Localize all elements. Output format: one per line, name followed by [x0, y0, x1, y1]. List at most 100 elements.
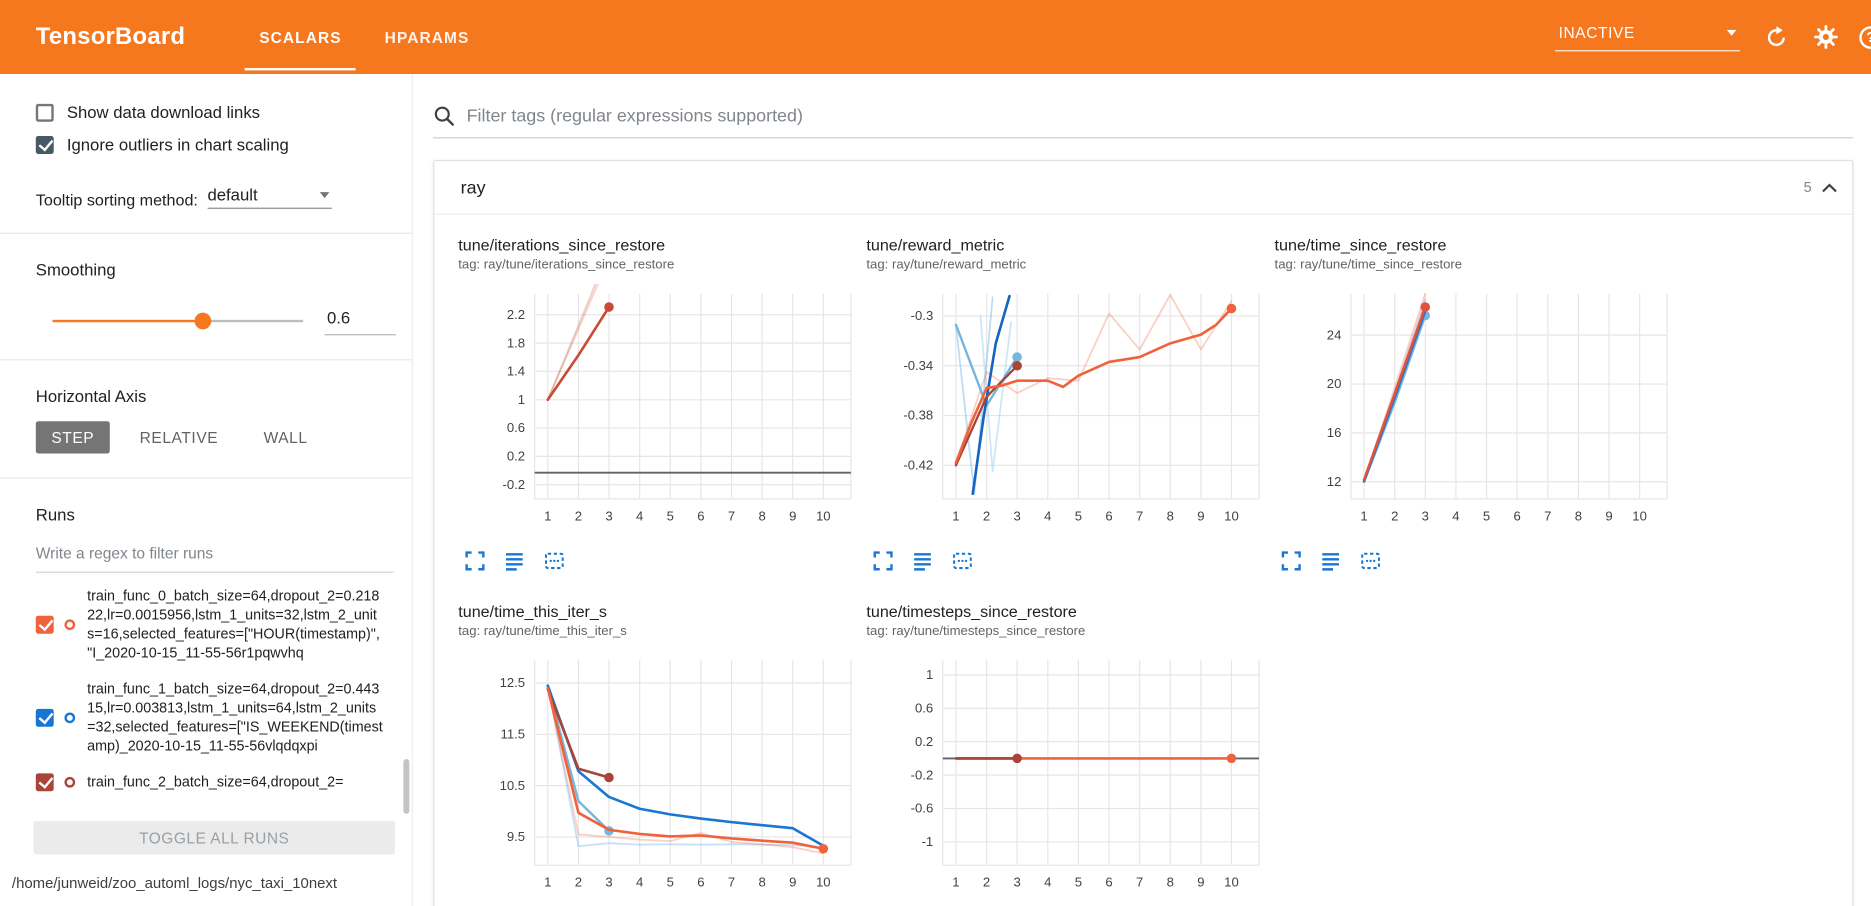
svg-text:20: 20	[1327, 376, 1342, 391]
divider	[0, 232, 412, 234]
svg-text:9.5: 9.5	[507, 829, 525, 844]
smoothing-value-field[interactable]: 0.6	[324, 306, 397, 336]
pin-card-icon[interactable]	[1359, 550, 1382, 571]
runs-menu-icon[interactable]	[912, 550, 933, 571]
smoothing-slider[interactable]	[52, 312, 304, 329]
svg-text:2: 2	[1391, 508, 1398, 523]
data-status-dropdown[interactable]: INACTIVE	[1555, 23, 1740, 51]
tab-hparams[interactable]: HPARAMS	[384, 28, 470, 46]
run-checkbox[interactable]	[35, 708, 54, 727]
collapse-chevron-up-icon[interactable]	[1821, 182, 1838, 193]
svg-text:24: 24	[1327, 327, 1342, 342]
line-chart[interactable]: -0.42 -0.38 -0.34 -0.3 1 2 3 4 5 6 7 8 9 10	[866, 284, 1260, 530]
svg-text:9: 9	[1197, 875, 1204, 890]
axis-relative-button[interactable]: RELATIVE	[139, 428, 219, 447]
runs-filter-input[interactable]	[35, 539, 394, 573]
svg-text:10: 10	[816, 875, 831, 890]
toggle-all-runs-button[interactable]: TOGGLE ALL RUNS	[33, 821, 396, 855]
tag-filter-input[interactable]	[466, 105, 1854, 126]
axis-wall-button[interactable]: WALL	[263, 428, 308, 447]
chart-actions	[1275, 550, 1669, 571]
tag-group-header[interactable]: ray 5	[434, 161, 1853, 215]
runs-scrollbar-thumb[interactable]	[403, 759, 410, 814]
svg-text:9: 9	[789, 875, 796, 890]
refresh-icon[interactable]	[1764, 24, 1789, 49]
svg-text:-0.2: -0.2	[503, 477, 526, 492]
runs-label: Runs	[35, 504, 75, 524]
run-color-ring[interactable]	[64, 776, 76, 788]
smoothing-row: 0.6	[52, 306, 397, 336]
run-color-ring[interactable]	[64, 711, 76, 723]
sidebar: Show data download links Ignore outliers…	[0, 73, 413, 906]
runs-menu-icon[interactable]	[504, 550, 525, 571]
svg-text:1.4: 1.4	[507, 364, 525, 379]
chart-title: tune/time_this_iter_s	[458, 602, 607, 621]
svg-text:7: 7	[1136, 875, 1143, 890]
line-chart[interactable]: 9.5 10.5 11.5 12.5 1 2 3 4 5 6 7 8 9 10	[458, 650, 852, 896]
chart-title: tune/reward_metric	[866, 236, 1005, 255]
show-download-links-row: Show data download links	[35, 102, 395, 122]
svg-text:8: 8	[758, 508, 765, 523]
svg-text:4: 4	[1044, 875, 1051, 890]
run-label: train_func_2_batch_size=64,dropout_2=	[87, 773, 344, 791]
svg-text:0.2: 0.2	[915, 734, 933, 749]
svg-text:-0.3: -0.3	[911, 308, 934, 323]
svg-text:9: 9	[1197, 508, 1204, 523]
run-label: train_func_1_batch_size=64,dropout_2=0.4…	[87, 680, 383, 755]
svg-text:8: 8	[1575, 508, 1582, 523]
expand-chart-icon[interactable]	[464, 550, 485, 571]
run-checkbox[interactable]	[35, 772, 54, 791]
svg-text:5: 5	[1075, 508, 1082, 523]
expand-chart-icon[interactable]	[872, 550, 893, 571]
show-download-links-checkbox[interactable]	[35, 103, 54, 122]
tab-scalars[interactable]: SCALARS	[238, 0, 363, 74]
svg-text:7: 7	[1136, 508, 1143, 523]
runs-menu-icon[interactable]	[1320, 550, 1341, 571]
svg-text:3: 3	[605, 875, 612, 890]
svg-text:3: 3	[605, 508, 612, 523]
svg-text:1: 1	[952, 508, 959, 523]
line-chart[interactable]: -0.2 0.2 0.6 1 1.4 1.8 2.2 1 2 3 4 5 6 7 8 9 10	[458, 284, 852, 530]
axis-step-button[interactable]: STEP	[35, 421, 110, 454]
tooltip-sorting-row: Tooltip sorting method: default	[36, 185, 395, 209]
svg-text:8: 8	[1167, 508, 1174, 523]
svg-text:6: 6	[1105, 875, 1112, 890]
tooltip-sorting-select[interactable]: default	[207, 185, 332, 209]
svg-text:10: 10	[1632, 508, 1647, 523]
chart-title: tune/timesteps_since_restore	[866, 602, 1077, 621]
help-icon[interactable]: ?	[1859, 25, 1871, 49]
checkbox-label: Ignore outliers in chart scaling	[66, 134, 289, 154]
svg-text:-0.42: -0.42	[903, 457, 933, 472]
chart-actions	[866, 550, 1260, 571]
svg-text:0.2: 0.2	[507, 449, 525, 464]
svg-text:10: 10	[1224, 875, 1239, 890]
svg-text:6: 6	[1514, 508, 1521, 523]
svg-text:10.5: 10.5	[500, 778, 526, 793]
chart-tag: tag: ray/tune/timesteps_since_restore	[866, 624, 1086, 639]
svg-text:5: 5	[1075, 875, 1082, 890]
svg-text:6: 6	[697, 875, 704, 890]
run-item: train_func_0_batch_size=64,dropout_2=0.2…	[0, 578, 412, 671]
expand-chart-icon[interactable]	[1281, 550, 1302, 571]
settings-gear-icon[interactable]	[1813, 24, 1839, 50]
smoothing-label: Smoothing	[35, 260, 116, 280]
smoothing-slider-handle[interactable]	[194, 312, 212, 329]
svg-text:16: 16	[1327, 425, 1342, 440]
svg-text:9: 9	[789, 508, 796, 523]
checkbox-label: Show data download links	[66, 102, 261, 122]
svg-text:5: 5	[667, 508, 674, 523]
tab-bar: SCALARS HPARAMS	[238, 0, 491, 74]
svg-text:9: 9	[1605, 508, 1612, 523]
ignore-outliers-checkbox[interactable]	[35, 135, 54, 154]
pin-card-icon[interactable]	[951, 550, 974, 571]
run-color-ring[interactable]	[64, 618, 76, 630]
tooltip-sorting-label: Tooltip sorting method:	[35, 190, 198, 209]
line-chart[interactable]: -1 -0.6 -0.2 0.2 0.6 1 1 2 3 4 5 6 7 8 9 10	[866, 650, 1260, 896]
run-checkbox[interactable]	[35, 615, 54, 634]
search-icon	[434, 106, 454, 126]
svg-text:1: 1	[926, 667, 933, 682]
svg-text:-0.34: -0.34	[903, 358, 933, 373]
svg-text:2: 2	[575, 875, 582, 890]
pin-card-icon[interactable]	[543, 550, 566, 571]
